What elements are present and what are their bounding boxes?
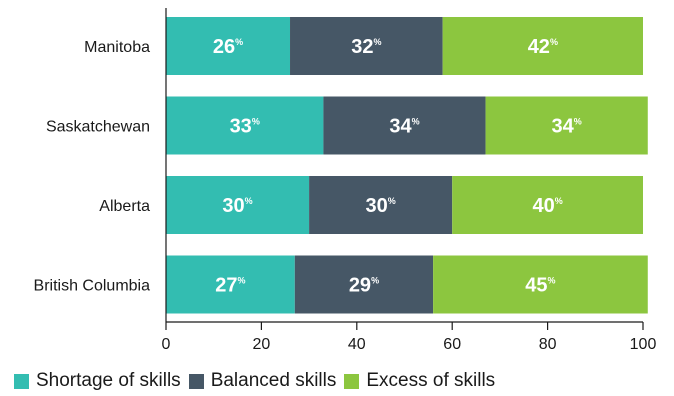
data-label: 33% bbox=[230, 116, 260, 138]
bar-segment bbox=[166, 176, 310, 234]
category-label: Manitoba bbox=[84, 39, 150, 56]
bar-segment bbox=[442, 17, 643, 75]
legend-swatch bbox=[188, 373, 204, 389]
data-label: 42% bbox=[528, 36, 558, 58]
data-label: 34% bbox=[389, 116, 419, 138]
x-tick-label: 80 bbox=[539, 336, 557, 353]
legend-item: Shortage of skills bbox=[14, 370, 181, 392]
x-tick-label: 20 bbox=[253, 336, 271, 353]
bar-segment bbox=[294, 255, 434, 314]
bar-segment bbox=[309, 176, 453, 234]
x-tick-label: 100 bbox=[630, 336, 657, 353]
legend-label: Balanced skills bbox=[210, 370, 337, 391]
data-label: 34% bbox=[552, 116, 582, 138]
legend-item: Excess of skills bbox=[344, 370, 495, 392]
data-label: 30% bbox=[222, 195, 252, 217]
bar-segment bbox=[452, 176, 643, 234]
bar-segment bbox=[485, 96, 648, 155]
x-tick-label: 0 bbox=[162, 336, 171, 353]
legend-item: Balanced skills bbox=[188, 370, 337, 392]
legend-label: Excess of skills bbox=[366, 370, 496, 391]
legend: Shortage of skills Balanced skills Excess … bbox=[14, 370, 503, 392]
bar-segment bbox=[323, 96, 486, 155]
x-tick-label: 60 bbox=[443, 336, 461, 353]
data-label: 29% bbox=[349, 275, 379, 297]
data-label: 30% bbox=[366, 195, 396, 217]
legend-swatch bbox=[14, 373, 29, 389]
bar-segment bbox=[166, 96, 324, 155]
data-label: 45% bbox=[525, 275, 555, 297]
category-label: Alberta bbox=[99, 198, 150, 215]
x-tick-label: 40 bbox=[348, 336, 366, 353]
data-label: 27% bbox=[215, 275, 245, 297]
category-label: British Columbia bbox=[34, 278, 151, 295]
bar-segment bbox=[290, 17, 443, 75]
bar-segment bbox=[433, 255, 648, 314]
data-label: 40% bbox=[532, 195, 562, 217]
legend-label: Shortage of skills bbox=[36, 370, 181, 391]
bar-segment bbox=[166, 255, 295, 314]
category-label: Saskatchewan bbox=[46, 119, 150, 136]
data-label: 32% bbox=[351, 36, 381, 58]
data-label: 26% bbox=[213, 36, 243, 58]
legend-swatch bbox=[344, 373, 360, 389]
bar-segment bbox=[166, 17, 291, 75]
